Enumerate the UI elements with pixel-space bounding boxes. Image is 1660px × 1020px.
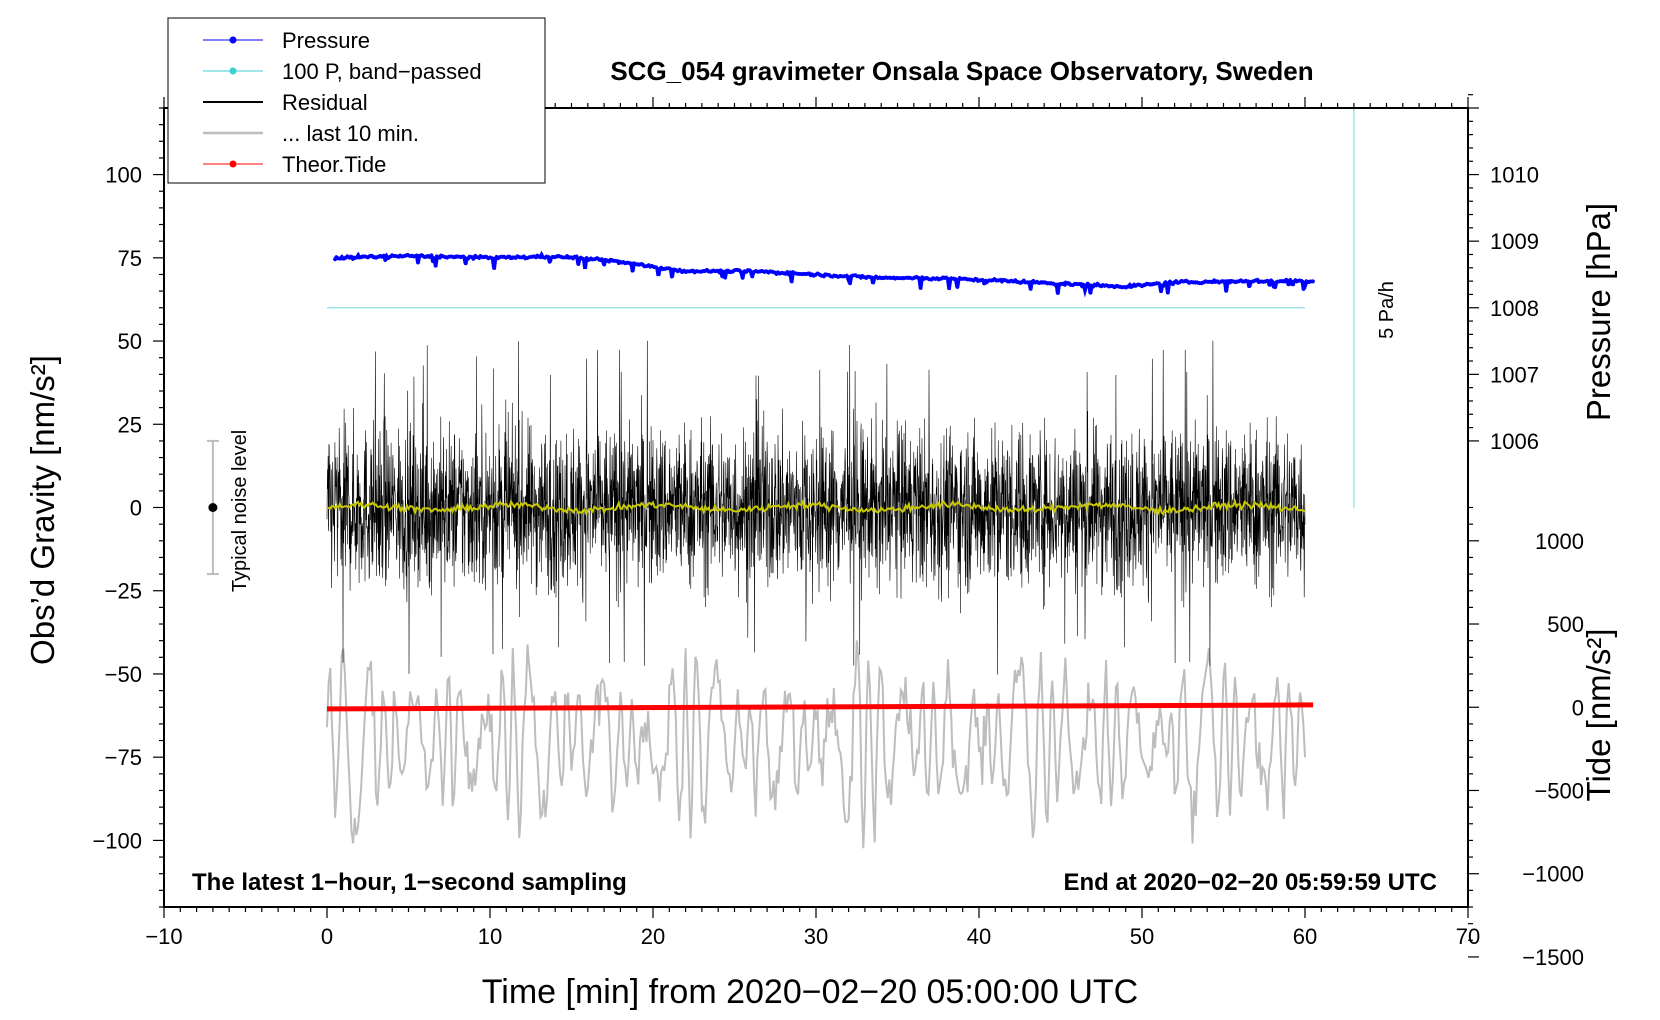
y-tick-label: 50 [118,329,142,354]
pressure-tick-label: 1009 [1490,229,1539,254]
y-tick-label: 75 [118,246,142,271]
x-tick-label: 10 [478,924,502,949]
y-tick-label: 0 [130,496,142,521]
rate-bar-label: 5 Pa/h [1376,281,1398,339]
footer-left-note: The latest 1−hour, 1−second sampling [192,869,627,896]
x-tick-label: 60 [1293,924,1317,949]
y-axis-label-pressure: Pressure [hPa] [1580,203,1617,421]
legend-marker [229,36,237,44]
series-residual-mean [326,498,1306,516]
tide-tick-label: 500 [1547,612,1584,637]
legend-label: ... last 10 min. [282,121,419,146]
y-axis-left: −100 −75 −50 −25 0 25 50 75 100 [92,107,164,908]
y-tick-label: −50 [105,662,142,687]
pressure-tick-label: 1006 [1490,429,1539,454]
series-theoretical-tide [326,702,1314,712]
legend-label: Theor.Tide [282,152,386,177]
x-tick-label: 30 [804,924,828,949]
tide-tick-label: 0 [1572,695,1584,720]
legend-marker [229,67,237,75]
x-axis-label: Time [min] from 2020−02−20 05:00:00 UTC [482,973,1138,1011]
legend-label: Pressure [282,28,370,53]
chart-title: SCG_054 gravimeter Onsala Space Observat… [610,56,1313,86]
legend: Pressure 100 P, band−passed Residual ... la… [167,17,546,184]
data-layer [206,108,1355,849]
legend-label: Residual [282,90,368,115]
y-axis-right: 1006 1007 1008 1009 1010 −1500 −1000 −500 0 500 10… [1468,94,1584,970]
x-tick-label: 70 [1456,924,1480,949]
series-pressure [333,249,1316,298]
tide-tick-label: −500 [1534,778,1584,803]
x-tick-label: 40 [967,924,991,949]
y-axis-label-tide: Tide [nm/s²] [1580,629,1617,802]
x-tick-label: 50 [1130,924,1154,949]
y-tick-label: −25 [105,579,142,604]
tide-tick-label: −1500 [1522,945,1584,970]
legend-box [167,17,546,184]
pressure-tick-label: 1007 [1490,362,1539,387]
y-tick-label: −100 [92,828,142,853]
y-axis-label-left: Obs’d Gravity [nm/s²] [24,355,61,665]
tide-tick-label: −1000 [1522,862,1584,887]
series-last-10-min [326,640,1306,849]
x-tick-label: 0 [321,924,333,949]
y-tick-label: −75 [105,745,142,770]
x-tick-label: 20 [641,924,665,949]
noise-level-label: Typical noise level [229,430,251,592]
y-tick-label: 100 [105,163,142,188]
noise-bar-center [208,503,218,512]
footer-right-note: End at 2020−02−20 05:59:59 UTC [1063,869,1437,896]
legend-marker [229,160,237,168]
legend-label: 100 P, band−passed [282,59,482,84]
y-tick-label: 25 [118,412,142,437]
pressure-tick-label: 1010 [1490,163,1539,188]
pressure-tick-label: 1008 [1490,296,1539,321]
x-tick-label: −10 [145,924,182,949]
tide-tick-label: 1000 [1535,529,1584,554]
series-residual [326,340,1306,675]
x-axis: −10 0 10 20 30 40 50 60 70 [145,97,1480,949]
